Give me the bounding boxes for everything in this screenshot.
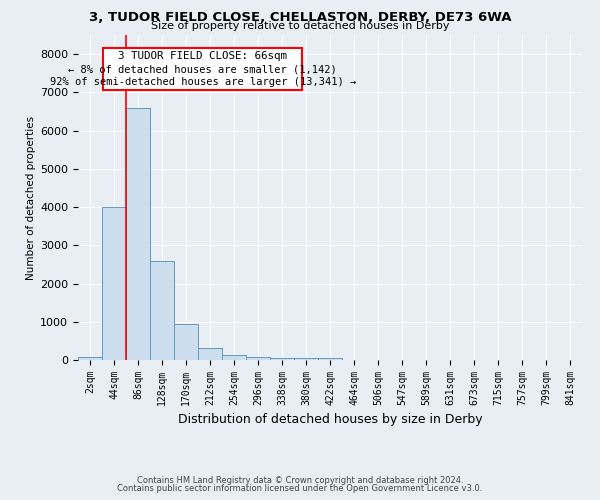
Bar: [102, 207, 126, 360]
Bar: [198, 348, 222, 360]
Text: 3, TUDOR FIELD CLOSE, CHELLASTON, DERBY, DE73 6WA: 3, TUDOR FIELD CLOSE, CHELLASTON, DERBY,…: [89, 11, 511, 24]
Bar: [174, 324, 198, 360]
Text: Contains public sector information licensed under the Open Government Licence v3: Contains public sector information licen…: [118, 484, 482, 493]
Bar: [318, 358, 342, 360]
Bar: [150, 260, 174, 360]
Y-axis label: Number of detached properties: Number of detached properties: [26, 116, 36, 280]
Bar: [78, 357, 102, 360]
X-axis label: Distribution of detached houses by size in Derby: Distribution of detached houses by size …: [178, 414, 482, 426]
Text: 92% of semi-detached houses are larger (13,341) →: 92% of semi-detached houses are larger (…: [50, 78, 356, 88]
Text: ← 8% of detached houses are smaller (1,142): ← 8% of detached houses are smaller (1,1…: [68, 64, 337, 74]
Text: 3 TUDOR FIELD CLOSE: 66sqm: 3 TUDOR FIELD CLOSE: 66sqm: [118, 50, 287, 60]
Bar: [222, 356, 246, 360]
Bar: [126, 108, 150, 360]
Bar: [246, 356, 270, 360]
FancyBboxPatch shape: [103, 48, 302, 90]
Bar: [294, 358, 318, 360]
Text: Contains HM Land Registry data © Crown copyright and database right 2024.: Contains HM Land Registry data © Crown c…: [137, 476, 463, 485]
Bar: [270, 358, 294, 360]
Text: Size of property relative to detached houses in Derby: Size of property relative to detached ho…: [151, 21, 449, 31]
